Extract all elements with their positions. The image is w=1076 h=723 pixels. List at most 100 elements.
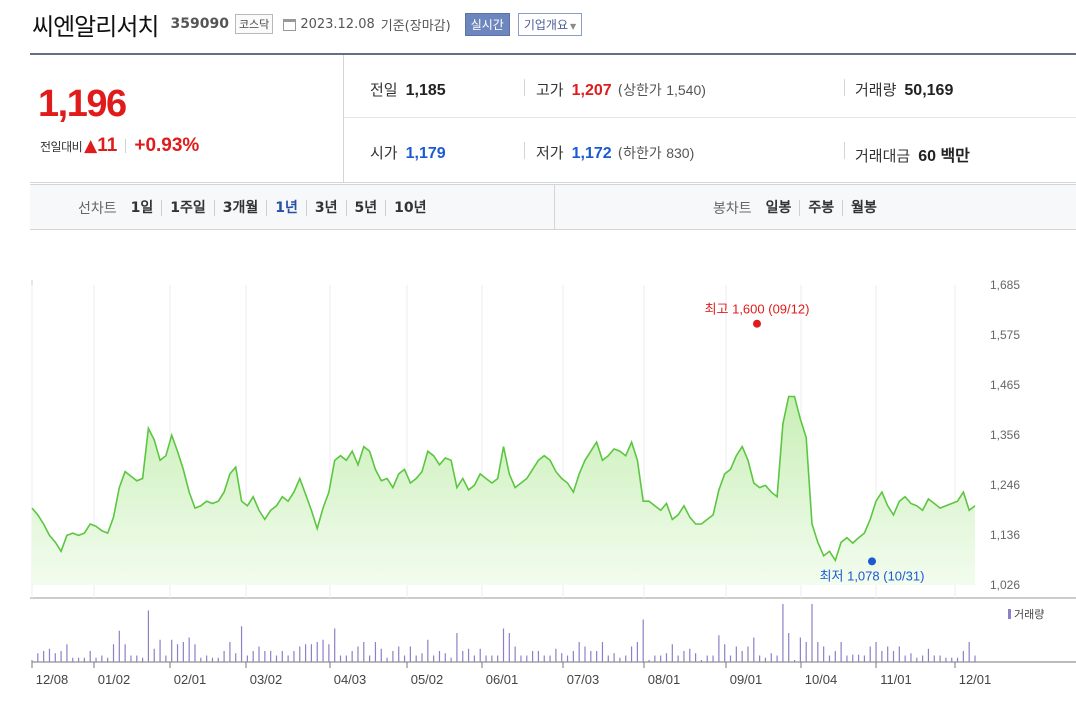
volume-bar bbox=[433, 655, 435, 662]
volume-bar bbox=[642, 619, 644, 662]
volume-bar bbox=[962, 651, 964, 662]
volume-bar bbox=[887, 646, 889, 662]
volume-bar bbox=[706, 655, 708, 662]
volume-bar bbox=[141, 657, 144, 662]
volume-bar bbox=[112, 644, 115, 662]
stats-row: 시가 1,179 저가 1,172 (하한가 830) 거래대금 60 백만 bbox=[344, 118, 1076, 181]
volume-bar bbox=[729, 655, 732, 662]
price-chart[interactable]: 1,685 1,575 1,465 1,356 1,246 1,136 1,026 최고 1… bbox=[0, 230, 1076, 723]
period-button-3m[interactable]: 3개월 bbox=[213, 200, 267, 216]
stats-table: 전일 1,185 고가 1,207 (상한가 1,540) 거래량 50,169… bbox=[344, 55, 1076, 182]
volume-bar bbox=[403, 655, 406, 662]
volume-bar bbox=[892, 651, 895, 662]
upper-limit-value: 1,540) bbox=[666, 82, 706, 98]
volume-bar bbox=[712, 655, 714, 662]
volume-bar bbox=[660, 655, 662, 662]
volume-bar bbox=[578, 642, 580, 662]
volume-bar bbox=[613, 653, 615, 662]
trade-value-stat: 거래대금 60 백만 bbox=[855, 142, 970, 166]
volume-bar bbox=[625, 655, 627, 662]
volume-bar bbox=[532, 651, 534, 662]
volume-bar bbox=[421, 653, 423, 662]
volume-bar bbox=[456, 633, 458, 662]
high-stat: 고가 1,207 (상한가 1,540) bbox=[536, 79, 706, 100]
volume-bar bbox=[782, 604, 784, 662]
period-button-5y[interactable]: 5년 bbox=[345, 200, 386, 216]
volume-bar bbox=[188, 637, 190, 662]
volume-bar bbox=[293, 651, 295, 662]
period-selector: 선차트 1일 1주일 3개월 1년 3년 5년 10년 봉차트 일봉 주봉 월봉 bbox=[30, 184, 1076, 230]
volume-bar bbox=[916, 657, 918, 662]
base-date: 2023.12.08 bbox=[300, 16, 375, 32]
volume-bar bbox=[857, 654, 860, 662]
x-tick-label: 07/03 bbox=[567, 672, 600, 687]
volume-bar bbox=[677, 655, 679, 662]
volume-bar bbox=[357, 646, 359, 662]
volume-bar bbox=[363, 642, 365, 662]
low-value: 1,172 bbox=[571, 145, 612, 162]
volume-bar bbox=[526, 655, 528, 662]
volume-value: 50,169 bbox=[904, 82, 954, 99]
high-value: 1,207 bbox=[571, 82, 612, 99]
volume-bar bbox=[590, 651, 592, 662]
line-chart-label: 선차트 bbox=[78, 201, 117, 217]
x-tick-label: 06/01 bbox=[486, 672, 519, 687]
volume-bar bbox=[566, 655, 569, 662]
volume-bar bbox=[770, 653, 772, 662]
volume-bar bbox=[316, 642, 318, 662]
volume-bar bbox=[823, 646, 825, 662]
volume-bar bbox=[66, 644, 68, 662]
volume-bar bbox=[153, 648, 155, 662]
period-button-1w[interactable]: 1주일 bbox=[161, 200, 214, 216]
company-overview-dropdown[interactable]: 기업개요 ▼ bbox=[517, 12, 583, 36]
period-button-1y[interactable]: 1년 bbox=[266, 200, 306, 216]
volume-bar bbox=[694, 653, 697, 662]
volume-bar bbox=[549, 655, 551, 662]
volume-bar bbox=[328, 644, 330, 662]
period-button-3y[interactable]: 3년 bbox=[305, 200, 346, 216]
y-tick-label: 1,685 bbox=[990, 278, 1020, 292]
realtime-button[interactable]: 실시간 bbox=[464, 12, 510, 36]
volume-bar bbox=[264, 651, 266, 662]
volume-bar bbox=[974, 655, 976, 662]
lower-limit: (하한가 830) bbox=[618, 143, 695, 163]
high-point-marker bbox=[753, 319, 761, 328]
volume-bar bbox=[83, 657, 85, 662]
volume-bar bbox=[130, 655, 132, 662]
volume-bar bbox=[223, 651, 225, 662]
candle-button-daily[interactable]: 일봉 bbox=[765, 200, 792, 216]
high-annotation-label: 최고 1,600 (09/12) bbox=[705, 302, 810, 317]
volume-bar bbox=[945, 657, 947, 662]
volume-bar bbox=[89, 651, 91, 662]
market-badge: 코스닥 bbox=[234, 14, 274, 34]
volume-bar bbox=[875, 642, 877, 662]
volume-bar bbox=[31, 660, 33, 662]
volume-bar bbox=[322, 639, 324, 662]
x-tick-label: 01/02 bbox=[98, 672, 131, 687]
volume-bar bbox=[147, 610, 150, 662]
open-label: 시가 bbox=[370, 144, 398, 162]
stats-row: 전일 1,185 고가 1,207 (상한가 1,540) 거래량 50,169 bbox=[344, 55, 1076, 118]
line-chart-group: 선차트 1일 1주일 3개월 1년 3년 5년 10년 bbox=[78, 198, 435, 218]
candle-button-weekly[interactable]: 주봉 bbox=[799, 200, 842, 216]
volume-bar bbox=[194, 644, 196, 662]
volume-bar bbox=[479, 648, 481, 662]
volume-bar bbox=[235, 653, 237, 662]
volume-bar bbox=[817, 642, 819, 662]
volume-bar bbox=[922, 655, 924, 662]
prev-close-value: 1,185 bbox=[405, 82, 446, 99]
volume-bar bbox=[502, 628, 505, 662]
volume-bar bbox=[409, 646, 411, 662]
volume-bar bbox=[654, 655, 656, 662]
volume-bar bbox=[793, 660, 796, 662]
period-button-10y[interactable]: 10년 bbox=[385, 200, 434, 216]
volume-bar bbox=[840, 642, 842, 662]
volume-bar bbox=[427, 639, 429, 662]
volume-bar bbox=[601, 642, 604, 662]
candle-button-monthly[interactable]: 월봉 bbox=[842, 200, 885, 216]
volume-bar bbox=[43, 651, 45, 662]
period-button-1d[interactable]: 1일 bbox=[130, 200, 154, 216]
change-label: 전일대비 bbox=[40, 139, 83, 154]
volume-bar bbox=[910, 653, 912, 662]
volume-bar bbox=[788, 633, 790, 662]
